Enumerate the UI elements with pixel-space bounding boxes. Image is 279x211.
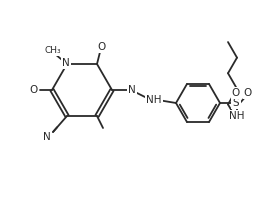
Text: O: O bbox=[232, 88, 240, 98]
Text: N: N bbox=[62, 58, 70, 68]
Text: CH₃: CH₃ bbox=[45, 46, 61, 54]
Text: O: O bbox=[98, 42, 106, 52]
Text: N: N bbox=[43, 132, 51, 142]
Text: NH: NH bbox=[229, 111, 245, 121]
Text: O: O bbox=[30, 85, 38, 95]
Text: NH: NH bbox=[146, 95, 162, 105]
Text: S: S bbox=[233, 98, 239, 108]
Text: N: N bbox=[128, 85, 136, 95]
Text: O: O bbox=[244, 88, 252, 98]
